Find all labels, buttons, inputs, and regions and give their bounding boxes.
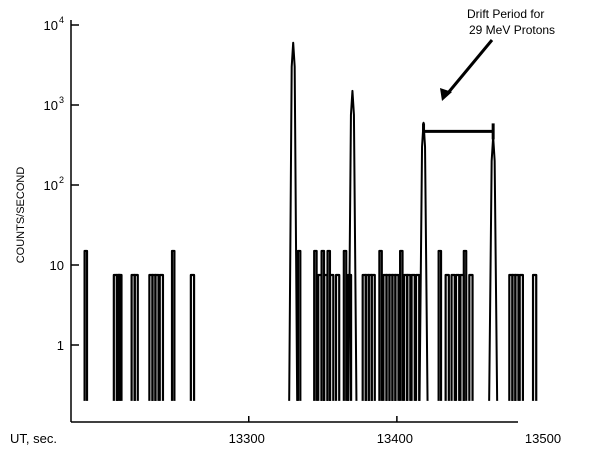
annotation-arrow <box>446 39 494 94</box>
spike-41 <box>444 273 450 401</box>
spike-34 <box>399 249 404 401</box>
spike-45 <box>462 249 468 401</box>
spike-40 <box>437 249 443 401</box>
spike-52 <box>531 273 538 401</box>
annotation-line-1: Drift Period for <box>467 7 544 21</box>
spike-0 <box>83 249 89 401</box>
spike-12 <box>288 41 299 401</box>
spike-19 <box>329 273 335 401</box>
spike-13 <box>296 249 302 401</box>
x-axis-title: UT, sec. <box>10 431 57 446</box>
drift-period-bracket <box>422 123 495 140</box>
spike-14 <box>313 249 318 401</box>
y-tick-label-1: 10 <box>50 258 64 273</box>
spike-50 <box>514 273 520 401</box>
y-tick-label-4: 10 <box>44 18 58 33</box>
spike-23 <box>347 89 358 401</box>
y-tick-exponent-4: 4 <box>59 15 64 25</box>
y-tick-label-2: 10 <box>44 178 58 193</box>
y-tick-label-0: 1 <box>57 338 64 353</box>
x-ticks-group: 13300 13400 13500 <box>229 416 561 446</box>
spike-42 <box>450 273 456 401</box>
x-tick-label-1: 13400 <box>377 431 413 446</box>
annotation-line-2: 29 MeV Protons <box>469 23 555 37</box>
y-tick-exponent-3: 3 <box>59 95 64 105</box>
spike-9 <box>158 273 165 401</box>
spike-36 <box>406 273 412 401</box>
spike-39 <box>418 121 429 401</box>
spike-28 <box>378 249 383 401</box>
drift-period-annotation: Drift Period for 29 MeV Protons <box>422 7 555 140</box>
spike-10 <box>170 249 176 401</box>
x-tick-label-2: 13500 <box>525 431 561 446</box>
spike-51 <box>518 273 524 401</box>
spike-5 <box>133 273 139 401</box>
spikes-group <box>83 41 538 401</box>
y-tick-exponent-2: 2 <box>59 175 64 185</box>
spike-37 <box>410 273 416 401</box>
spike-33 <box>394 273 400 401</box>
spike-3 <box>117 273 123 401</box>
spike-8 <box>154 273 160 401</box>
y-axis-title: COUNTS/SECOND <box>15 167 27 264</box>
spike-27 <box>370 273 376 401</box>
spike-46 <box>468 273 474 401</box>
y-tick-label-3: 10 <box>44 98 58 113</box>
spike-20 <box>334 273 341 401</box>
x-tick-label-0: 13300 <box>229 431 265 446</box>
spike-21 <box>342 249 348 401</box>
spike-47 <box>488 135 499 401</box>
spike-11 <box>189 273 196 401</box>
annotation-arrowhead <box>440 88 452 101</box>
spike-43 <box>454 273 461 401</box>
